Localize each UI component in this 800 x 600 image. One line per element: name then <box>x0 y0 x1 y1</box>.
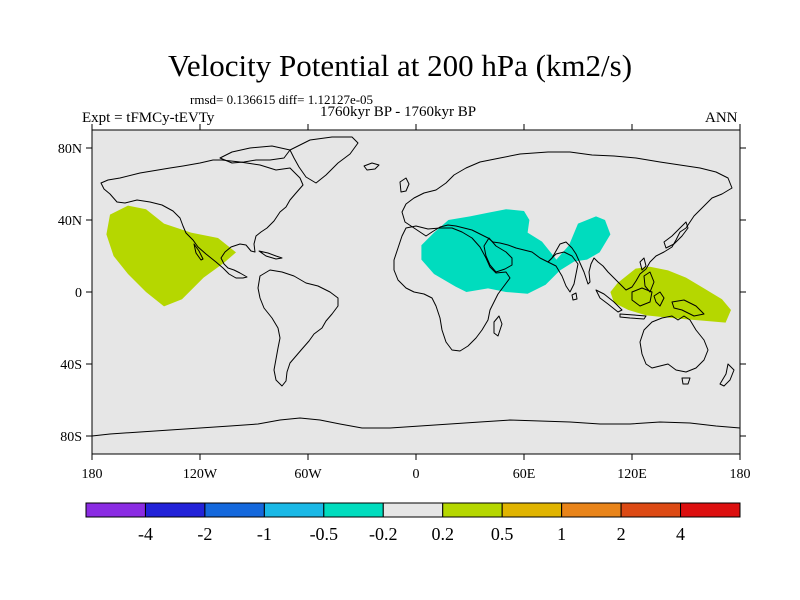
coastline-australia <box>639 315 709 373</box>
colorbar-label: -0.2 <box>369 524 398 544</box>
region-maritime-continent-positive <box>610 266 731 323</box>
coastline-africa <box>393 225 511 352</box>
coastline-greenland <box>289 136 359 184</box>
plot-title: Velocity Potential at 200 hPa (km2/s) <box>167 48 633 83</box>
colorbar-swatch <box>323 502 384 518</box>
lat-tick-label: 80S <box>60 430 82 445</box>
lon-tick-label: 120E <box>617 467 647 482</box>
lat-tick-label: 80N <box>58 142 82 157</box>
coastline-eurasia <box>401 151 733 291</box>
latitude-axis: 80N 40N 0 40S 80S <box>58 142 746 445</box>
coastline-british-isles <box>399 177 410 193</box>
region-eastern-pacific-positive <box>106 205 237 307</box>
lon-tick-label: 120W <box>183 467 218 482</box>
colorbar-swatch <box>204 502 265 518</box>
colorbar-swatch <box>382 502 444 518</box>
colorbar-label: 0.2 <box>431 524 454 544</box>
colorbar-label: -0.5 <box>310 524 339 544</box>
colorbar: -4 -2 -1 -0.5 -0.2 0.2 0.5 1 2 4 <box>85 502 741 544</box>
lon-tick-label: 60W <box>294 467 322 482</box>
colorbar-swatch <box>561 502 622 518</box>
colorbar-swatch <box>442 502 503 518</box>
coastline-japan <box>663 221 689 249</box>
stats-text: rmsd= 0.136615 diff= 1.12127e-05 <box>190 92 374 107</box>
coastline-arctic-islands <box>219 145 291 164</box>
experiment-label: Expt = tFMCy-tEVTy <box>82 110 215 126</box>
lon-tick-label: 60E <box>513 467 536 482</box>
longitude-axis: 180 120W 60W 0 60E 120E 180 <box>82 124 751 482</box>
region-africa-indian-ocean-negative <box>421 209 611 294</box>
coastline-java <box>619 313 647 320</box>
season-label: ANN <box>705 110 738 126</box>
coastline-north-america <box>100 159 304 279</box>
coastline-philippines <box>639 257 655 293</box>
colorbar-swatch <box>501 502 563 518</box>
coastline-sumatra <box>595 289 623 313</box>
colorbar-label: 4 <box>676 524 685 544</box>
coastline-india <box>547 251 579 293</box>
coastline-south-america <box>257 269 339 387</box>
colorbar-label: -1 <box>257 524 272 544</box>
coastline-iceland <box>363 162 380 171</box>
lat-tick-label: 40S <box>60 358 82 373</box>
lon-tick-label: 180 <box>82 467 103 482</box>
lon-tick-label: 0 <box>413 467 420 482</box>
colorbar-swatch <box>680 502 741 518</box>
colorbar-label: 1 <box>557 524 566 544</box>
coastline-baja <box>193 243 204 261</box>
lat-tick-label: 40N <box>58 214 82 229</box>
lon-tick-label: 180 <box>730 467 751 482</box>
coastline-sulawesi <box>653 291 665 307</box>
coastline-tasmania <box>681 377 691 385</box>
lat-tick-label: 0 <box>75 286 82 301</box>
coastline-caribbean <box>258 250 283 260</box>
colorbar-swatch <box>144 502 206 518</box>
coastline-arabia <box>483 237 513 273</box>
coastline-sri-lanka <box>571 292 578 301</box>
anomaly-regions <box>106 205 731 323</box>
colorbar-label: -4 <box>138 524 153 544</box>
coastline-borneo <box>631 287 653 307</box>
colorbar-swatch <box>263 502 325 518</box>
period-label: 1760kyr BP - 1760kyr BP <box>320 104 477 120</box>
coastline-new-guinea <box>671 299 705 317</box>
coastline-new-zealand <box>719 363 735 387</box>
coastline-madagascar <box>493 315 503 337</box>
coastlines <box>91 136 741 437</box>
colorbar-label: 2 <box>617 524 626 544</box>
colorbar-swatch <box>85 502 146 518</box>
colorbar-swatch <box>620 502 682 518</box>
colorbar-label: 0.5 <box>491 524 514 544</box>
coastline-antarctica <box>91 417 741 437</box>
colorbar-label: -2 <box>197 524 212 544</box>
